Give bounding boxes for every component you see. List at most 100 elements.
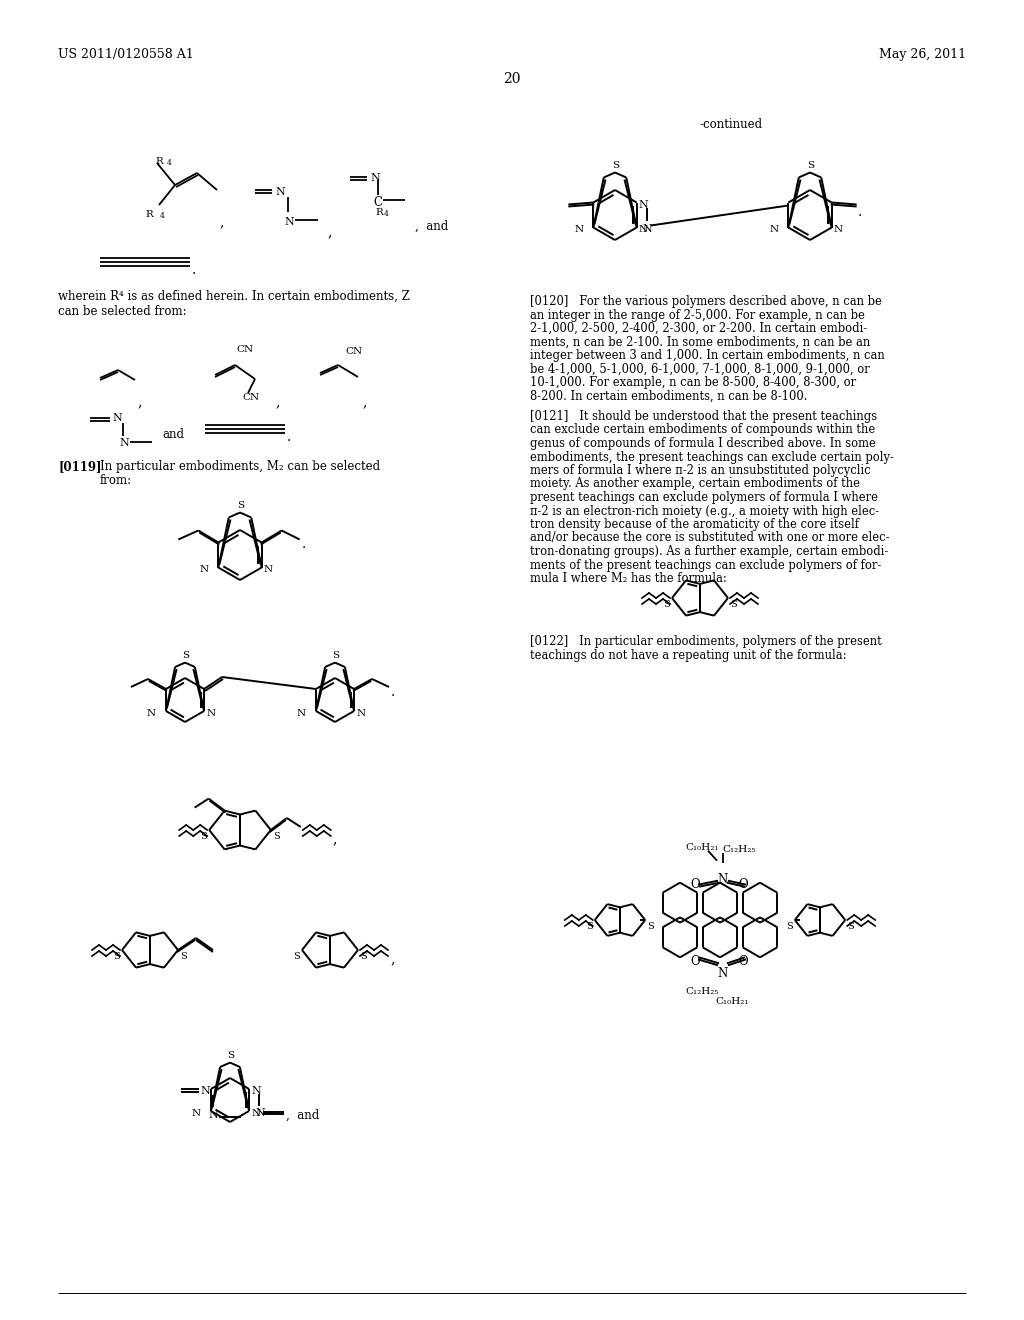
Text: be 4-1,000, 5-1,000, 6-1,000, 7-1,000, 8-1,000, 9-1,000, or: be 4-1,000, 5-1,000, 6-1,000, 7-1,000, 8… xyxy=(530,363,869,375)
Text: .: . xyxy=(287,430,291,444)
Text: CN: CN xyxy=(345,347,362,356)
Text: teachings do not have a repeating unit of the formula:: teachings do not have a repeating unit o… xyxy=(530,648,847,661)
Text: π-2 is an electron-rich moiety (e.g., a moiety with high elec-: π-2 is an electron-rich moiety (e.g., a … xyxy=(530,504,880,517)
Text: N: N xyxy=(206,709,215,718)
Text: S: S xyxy=(272,832,280,841)
Text: R: R xyxy=(145,210,153,219)
Text: [0121]   It should be understood that the present teachings: [0121] It should be understood that the … xyxy=(530,411,878,422)
Text: S: S xyxy=(664,601,670,609)
Text: C₁₂H₂₅: C₁₂H₂₅ xyxy=(722,845,756,854)
Text: moiety. As another example, certain embodiments of the: moiety. As another example, certain embo… xyxy=(530,478,860,491)
Text: genus of compounds of formula I described above. In some: genus of compounds of formula I describe… xyxy=(530,437,876,450)
Text: O: O xyxy=(690,956,699,969)
Text: embodiments, the present teachings can exclude certain poly-: embodiments, the present teachings can e… xyxy=(530,450,894,463)
Text: N: N xyxy=(717,873,727,886)
Text: CN: CN xyxy=(242,393,259,403)
Text: C: C xyxy=(373,195,382,209)
Text: S: S xyxy=(293,952,300,961)
Text: N: N xyxy=(717,968,727,981)
Text: CN: CN xyxy=(236,345,253,354)
Text: In particular embodiments, M₂ can be selected: In particular embodiments, M₂ can be sel… xyxy=(100,459,380,473)
Text: can exclude certain embodiments of compounds within the: can exclude certain embodiments of compo… xyxy=(530,424,876,437)
Text: O: O xyxy=(738,878,748,891)
Text: ,: , xyxy=(362,395,367,409)
Text: N: N xyxy=(275,187,285,197)
Text: O: O xyxy=(738,956,748,969)
Text: wherein R⁴ is as defined herein. In certain embodiments, Z: wherein R⁴ is as defined herein. In cert… xyxy=(58,290,410,304)
Text: N: N xyxy=(263,565,272,574)
Text: C₁₀H₂₁: C₁₀H₂₁ xyxy=(715,998,749,1006)
Text: S: S xyxy=(332,651,339,660)
Text: S: S xyxy=(182,651,189,660)
Text: an integer in the range of 2-5,000. For example, n can be: an integer in the range of 2-5,000. For … xyxy=(530,309,865,322)
Text: [0120]   For the various polymers described above, n can be: [0120] For the various polymers describe… xyxy=(530,294,882,308)
Text: ,: , xyxy=(390,952,394,966)
Text: N: N xyxy=(643,223,652,234)
Text: S: S xyxy=(114,952,120,961)
Text: O: O xyxy=(690,878,699,891)
Text: [0122]   In particular embodiments, polymers of the present: [0122] In particular embodiments, polyme… xyxy=(530,635,882,648)
Text: N: N xyxy=(119,438,129,447)
Text: ,: , xyxy=(275,395,280,409)
Text: S: S xyxy=(807,161,814,169)
Text: present teachings can exclude polymers of formula I where: present teachings can exclude polymers o… xyxy=(530,491,878,504)
Text: N: N xyxy=(639,226,648,235)
Text: N: N xyxy=(834,226,843,235)
Text: can be selected from:: can be selected from: xyxy=(58,305,186,318)
Text: N: N xyxy=(200,565,208,574)
Text: ,: , xyxy=(333,832,337,846)
Text: 10-1,000. For example, n can be 8-500, 8-400, 8-300, or: 10-1,000. For example, n can be 8-500, 8… xyxy=(530,376,856,389)
Text: N: N xyxy=(639,199,648,210)
Text: N: N xyxy=(201,1086,211,1096)
Text: ,  and: , and xyxy=(415,220,449,234)
Text: R: R xyxy=(375,209,383,216)
Text: N: N xyxy=(251,1086,261,1096)
Text: N: N xyxy=(209,1110,219,1119)
Text: N: N xyxy=(255,1107,265,1118)
Text: and/or because the core is substituted with one or more elec-: and/or because the core is substituted w… xyxy=(530,532,890,544)
Text: .: . xyxy=(302,537,306,552)
Text: C₁₂H₂₅: C₁₂H₂₅ xyxy=(685,987,719,997)
Text: US 2011/0120558 A1: US 2011/0120558 A1 xyxy=(58,48,194,61)
Text: N: N xyxy=(191,1109,201,1118)
Text: mula I where M₂ has the formula:: mula I where M₂ has the formula: xyxy=(530,572,727,585)
Text: ,: , xyxy=(219,215,223,228)
Text: R: R xyxy=(155,157,163,166)
Text: S: S xyxy=(786,921,793,931)
Text: S: S xyxy=(227,1051,234,1060)
Text: N: N xyxy=(251,1109,260,1118)
Text: 4: 4 xyxy=(160,213,165,220)
Text: N: N xyxy=(769,226,778,235)
Text: 8-200. In certain embodiments, n can be 8-100.: 8-200. In certain embodiments, n can be … xyxy=(530,389,808,403)
Text: N: N xyxy=(146,709,156,718)
Text: S: S xyxy=(180,952,186,961)
Text: N: N xyxy=(370,173,380,183)
Text: C₁₀H₂₁: C₁₀H₂₁ xyxy=(685,842,719,851)
Text: tron density because of the aromaticity of the core itself: tron density because of the aromaticity … xyxy=(530,517,859,531)
Text: N: N xyxy=(112,413,122,422)
Text: S: S xyxy=(237,500,244,510)
Text: [0119]: [0119] xyxy=(58,459,101,473)
Text: N: N xyxy=(574,226,584,235)
Text: S: S xyxy=(201,832,207,841)
Text: ments of the present teachings can exclude polymers of for-: ments of the present teachings can exclu… xyxy=(530,558,882,572)
Text: 4: 4 xyxy=(384,210,389,218)
Text: S: S xyxy=(847,921,854,931)
Text: ,: , xyxy=(327,224,332,239)
Text: N: N xyxy=(297,709,306,718)
Text: S: S xyxy=(612,161,620,169)
Text: -continued: -continued xyxy=(700,117,763,131)
Text: 20: 20 xyxy=(503,73,521,86)
Text: .: . xyxy=(391,685,395,700)
Text: and: and xyxy=(162,428,184,441)
Text: integer between 3 and 1,000. In certain embodiments, n can: integer between 3 and 1,000. In certain … xyxy=(530,348,885,362)
Text: ,: , xyxy=(137,395,141,409)
Text: N: N xyxy=(356,709,366,718)
Text: ,  and: , and xyxy=(286,1109,319,1122)
Text: S: S xyxy=(586,921,593,931)
Text: .: . xyxy=(193,263,197,277)
Text: 2-1,000, 2-500, 2-400, 2-300, or 2-200. In certain embodi-: 2-1,000, 2-500, 2-400, 2-300, or 2-200. … xyxy=(530,322,867,335)
Text: .: . xyxy=(858,205,862,219)
Text: S: S xyxy=(730,601,736,609)
Text: N: N xyxy=(284,216,294,227)
